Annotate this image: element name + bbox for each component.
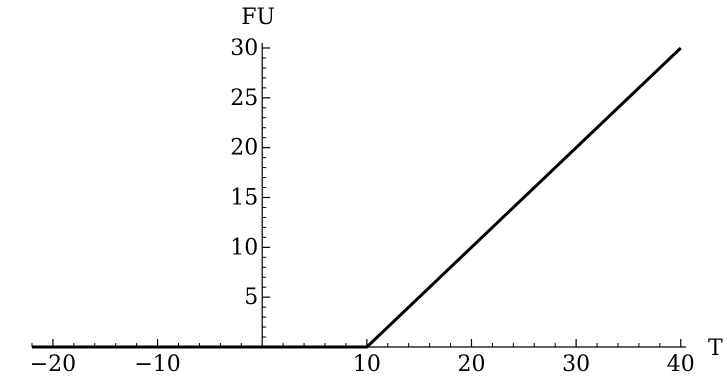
y-tick-label: 15 [230, 185, 258, 210]
y-tick-label: 20 [230, 136, 258, 161]
y-tick-labels: 5 10 15 20 25 30 [230, 36, 258, 310]
y-tick-label: 30 [230, 36, 258, 61]
x-axis-title: T [708, 336, 723, 361]
y-tick-label: 10 [230, 235, 258, 260]
minor-ticks [31, 57, 661, 347]
x-tick-label: −10 [134, 352, 180, 377]
x-tick-label: −20 [30, 352, 76, 377]
y-tick-label: 25 [230, 86, 258, 111]
x-tick-label: 20 [457, 352, 485, 377]
major-ticks [52, 47, 682, 347]
x-tick-labels: −20 −10 10 20 30 40 [30, 352, 695, 377]
x-tick-label: 10 [353, 352, 381, 377]
series-line [32, 46, 682, 349]
series-layer [32, 46, 682, 349]
y-axis-title: FU [241, 5, 275, 30]
x-tick-label: 40 [667, 352, 695, 377]
x-tick-label: 30 [562, 352, 590, 377]
y-tick-label: 5 [244, 285, 258, 310]
